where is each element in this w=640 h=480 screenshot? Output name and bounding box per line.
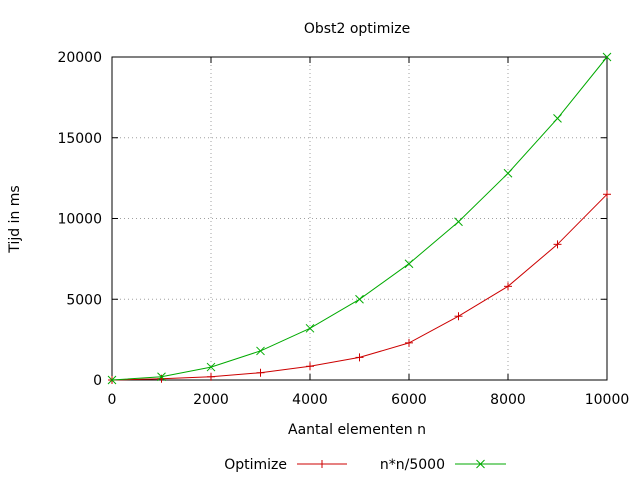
legend: Optimize n*n/5000: [224, 457, 506, 473]
legend-entry: Optimize: [224, 457, 347, 473]
marker-stroke: [454, 217, 463, 227]
y-tick-label: 0: [93, 373, 102, 389]
data-point: [504, 282, 512, 291]
marker-stroke: [503, 168, 513, 178]
marker-stroke: [476, 459, 485, 469]
y-tick-label: 5000: [66, 292, 102, 308]
x-tick-label: 4000: [292, 392, 328, 408]
axis-ticks: 0 2000 4000 6000 8000 10000 0 5000 10000 15000 200…: [57, 50, 629, 408]
marker-stroke: [553, 114, 562, 123]
data-point: [355, 294, 364, 304]
legend-marker: [318, 460, 326, 468]
data-point: [157, 372, 166, 382]
data-point: [405, 338, 413, 347]
data-point: [602, 52, 612, 62]
legend-entry: n*n/5000: [380, 457, 506, 473]
data-point: [207, 372, 215, 381]
data-point: [107, 375, 117, 385]
data-point: [256, 346, 265, 356]
data-point: [306, 362, 314, 371]
x-axis-label: Aantal elementen n: [288, 422, 426, 438]
series-line: [111, 193, 608, 381]
data-point: [305, 323, 315, 333]
x-tick-label: 8000: [490, 392, 526, 408]
marker-stroke: [206, 362, 216, 372]
data-point: [454, 312, 463, 321]
data-point: [553, 240, 562, 249]
legend-label: Optimize: [224, 457, 287, 473]
marker-stroke: [157, 372, 166, 382]
y-axis-label: Tijd in ms: [7, 185, 23, 253]
marker-stroke: [107, 375, 117, 385]
series-layer: [107, 52, 612, 385]
series-2: [107, 52, 612, 385]
chart-title: Obst2 optimize: [304, 21, 410, 37]
data-point: [404, 259, 414, 269]
y-tick-label: 15000: [57, 131, 102, 147]
y-tick-label: 20000: [57, 50, 102, 66]
y-tick-label: 10000: [57, 212, 102, 228]
data-point: [603, 190, 611, 199]
marker-stroke: [355, 294, 364, 304]
x-tick-label: 6000: [391, 392, 427, 408]
marker-stroke: [602, 52, 612, 62]
grid: [112, 57, 607, 380]
data-point: [157, 374, 166, 383]
x-tick-label: 10000: [585, 392, 630, 408]
legend-marker: [476, 459, 485, 469]
data-point: [503, 168, 513, 178]
data-point: [256, 368, 265, 377]
legend-label: n*n/5000: [380, 457, 445, 473]
marker-stroke: [256, 346, 265, 356]
marker-stroke: [404, 259, 414, 269]
series-1: [108, 190, 611, 384]
data-point: [454, 217, 463, 227]
data-point: [553, 114, 562, 123]
data-point: [206, 362, 216, 372]
x-tick-label: 2000: [193, 392, 229, 408]
data-point: [355, 353, 364, 362]
x-tick-label: 0: [108, 392, 117, 408]
marker-stroke: [305, 323, 315, 333]
